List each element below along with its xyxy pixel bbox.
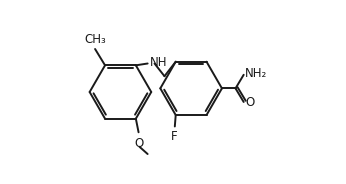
Text: NH₂: NH₂ <box>245 67 267 80</box>
Text: NH: NH <box>149 56 167 69</box>
Text: F: F <box>171 130 177 144</box>
Text: CH₃: CH₃ <box>84 33 106 46</box>
Text: O: O <box>245 96 254 109</box>
Text: O: O <box>135 137 144 150</box>
